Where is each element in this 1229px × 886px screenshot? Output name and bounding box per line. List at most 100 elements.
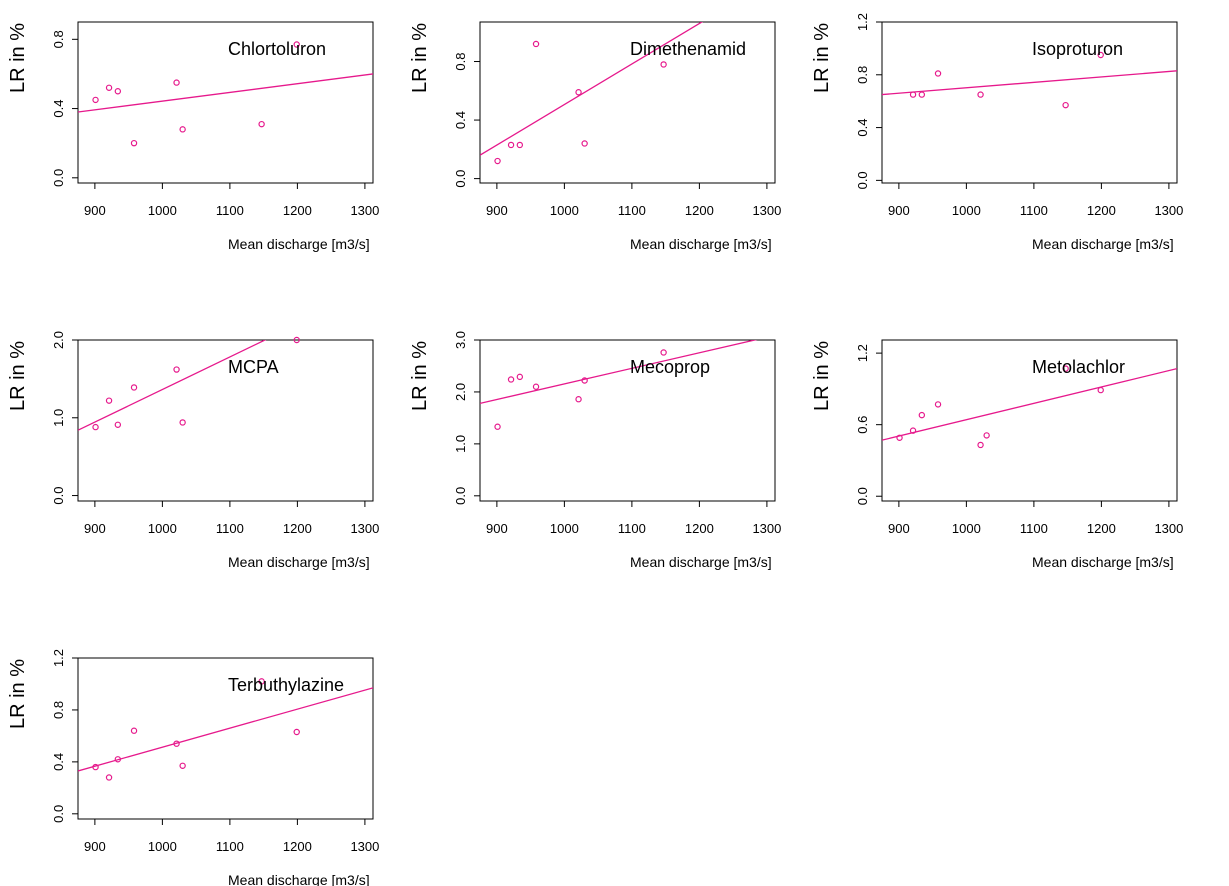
- x-tick-label: 1000: [952, 203, 981, 218]
- point: [983, 432, 990, 439]
- point: [1097, 386, 1104, 394]
- y-tick-label: 0.4: [855, 119, 870, 137]
- panel: 900 1000 1100 1200 1300 0.0 0.4 0.8 1.2 Terbuthyl…: [7, 649, 379, 886]
- panel-title: Metolachlor: [1032, 357, 1125, 377]
- x-tick-label: 900: [888, 203, 910, 218]
- y-tick-label: 2.0: [51, 331, 66, 349]
- y-tick-label: 3.0: [453, 331, 468, 349]
- y-tick-label: 0.0: [51, 169, 66, 187]
- y-axis-label: LR in %: [409, 341, 431, 411]
- fit-line: [480, 340, 758, 404]
- point: [581, 140, 588, 147]
- point: [660, 61, 667, 68]
- y-axis-label: LR in %: [7, 23, 29, 93]
- x-tick-label: 1200: [1087, 203, 1116, 218]
- y-axis-label: LR in %: [811, 341, 833, 411]
- y-tick-label: 0.8: [51, 30, 66, 48]
- x-tick-label: 1300: [350, 839, 379, 854]
- point: [575, 89, 582, 96]
- point: [494, 423, 501, 430]
- point: [173, 79, 180, 86]
- y-axis-label: LR in %: [409, 23, 431, 93]
- point: [130, 727, 138, 734]
- point: [516, 141, 524, 149]
- point: [918, 411, 926, 419]
- x-tick-label: 900: [888, 521, 910, 536]
- x-axis-label: Mean discharge [m3/s]: [1032, 236, 1174, 252]
- plot-box: [479, 21, 776, 184]
- point: [918, 91, 926, 98]
- plot-box: [77, 339, 374, 502]
- plot-box: [77, 657, 374, 820]
- point: [179, 762, 186, 769]
- point: [293, 41, 300, 48]
- point: [507, 141, 515, 149]
- x-tick-label: 1100: [618, 203, 646, 218]
- x-tick-label: 1100: [1020, 203, 1048, 218]
- fit-line: [78, 340, 267, 431]
- fit-line: [480, 22, 704, 156]
- x-tick-label: 1000: [148, 203, 177, 218]
- y-tick-label: 0.0: [855, 487, 870, 505]
- y-tick-label: 0.8: [453, 52, 468, 70]
- x-tick-label: 1000: [952, 521, 981, 536]
- panel-title: Dimethenamid: [630, 39, 746, 59]
- point: [293, 336, 300, 344]
- x-tick-label: 1300: [752, 521, 781, 536]
- x-tick-label: 1000: [550, 521, 579, 536]
- x-tick-label: 1200: [685, 521, 714, 536]
- y-tick-label: 0.4: [51, 753, 66, 771]
- panel-title: Mecoprop: [630, 357, 710, 377]
- y-tick-label: 0.0: [855, 171, 870, 189]
- panel-title: Chlortoluron: [228, 39, 326, 59]
- x-axis-label: Mean discharge [m3/s]: [228, 872, 370, 886]
- point: [258, 120, 265, 128]
- panel: 900 1000 1100 1200 1300 0.0 1.0 2.0 MCPA Mean dis…: [7, 331, 379, 570]
- point: [516, 373, 524, 381]
- y-tick-label: 0.8: [855, 66, 870, 84]
- point: [896, 434, 903, 441]
- y-tick-label: 0.0: [51, 805, 66, 823]
- point: [130, 384, 138, 391]
- x-tick-label: 1000: [550, 203, 579, 218]
- fit-line: [882, 367, 1177, 441]
- x-tick-label: 900: [84, 521, 106, 536]
- x-axis-label: Mean discharge [m3/s]: [630, 554, 772, 570]
- y-tick-label: 0.4: [51, 100, 66, 118]
- point: [660, 349, 667, 356]
- panel-title: Isoproturon: [1032, 39, 1123, 59]
- x-axis-label: Mean discharge [m3/s]: [228, 554, 370, 570]
- point: [114, 88, 122, 95]
- point: [114, 421, 122, 428]
- y-tick-label: 0.4: [453, 111, 468, 129]
- point: [179, 126, 186, 133]
- panel-title: MCPA: [228, 357, 279, 377]
- y-axis-label: LR in %: [811, 23, 833, 93]
- point: [92, 423, 99, 431]
- x-tick-label: 1200: [283, 839, 312, 854]
- panel: 900 1000 1100 1200 1300 0.0 1.0 2.0 3.0 Mecoprop M…: [409, 331, 781, 570]
- point: [92, 96, 99, 104]
- point: [532, 40, 540, 48]
- x-tick-label: 1200: [1087, 521, 1116, 536]
- point: [575, 396, 582, 403]
- point: [179, 419, 186, 426]
- point: [977, 441, 984, 449]
- x-tick-label: 900: [84, 839, 106, 854]
- y-tick-label: 0.8: [51, 701, 66, 719]
- x-tick-label: 1100: [618, 521, 646, 536]
- x-tick-label: 1200: [283, 521, 312, 536]
- point: [173, 366, 180, 373]
- panel: 900 1000 1100 1200 1300 0.0 0.6 1.2 Metolachlor M…: [811, 339, 1183, 570]
- x-tick-label: 1200: [283, 203, 312, 218]
- y-tick-label: 0.0: [453, 170, 468, 188]
- point: [105, 397, 113, 404]
- point: [934, 401, 942, 408]
- point: [293, 728, 300, 736]
- x-tick-label: 1000: [148, 839, 177, 854]
- point: [1062, 365, 1069, 372]
- y-tick-label: 1.2: [51, 649, 66, 667]
- point: [507, 376, 515, 383]
- y-tick-label: 1.0: [51, 409, 66, 427]
